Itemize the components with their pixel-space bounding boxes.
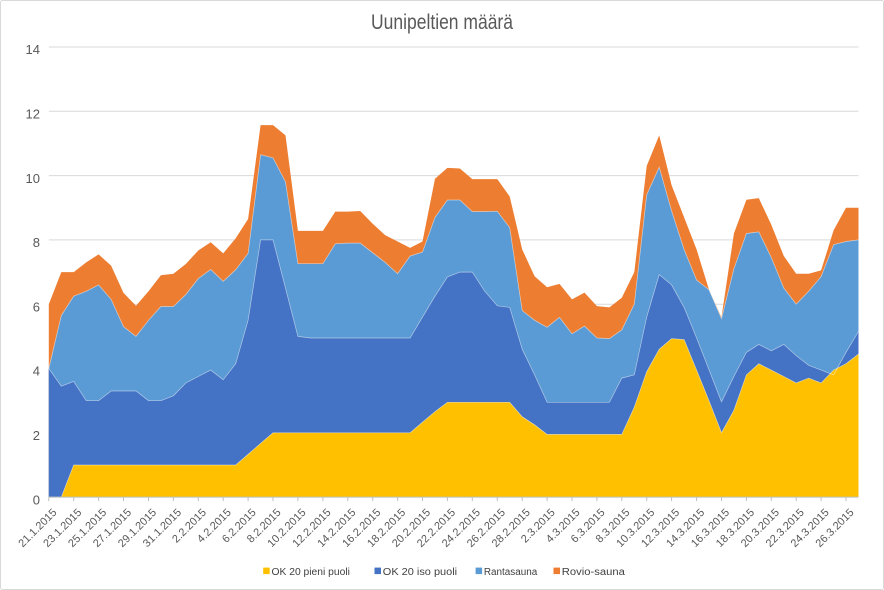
- svg-text:OK 20 iso puoli: OK 20 iso puoli: [383, 567, 457, 578]
- svg-text:OK 20 pieni puoli: OK 20 pieni puoli: [272, 567, 350, 578]
- svg-text:Uunipeltien määrä: Uunipeltien määrä: [371, 11, 513, 34]
- svg-text:12: 12: [26, 107, 40, 122]
- svg-text:Rovio-sauna: Rovio-sauna: [562, 567, 626, 578]
- svg-text:14: 14: [26, 42, 40, 57]
- svg-text:8: 8: [33, 235, 40, 250]
- svg-text:4: 4: [33, 364, 40, 379]
- svg-text:10: 10: [26, 171, 40, 186]
- svg-text:2: 2: [33, 428, 40, 443]
- svg-text:0: 0: [33, 492, 40, 507]
- svg-text:Rantasauna: Rantasauna: [484, 567, 538, 578]
- svg-text:6: 6: [33, 299, 40, 314]
